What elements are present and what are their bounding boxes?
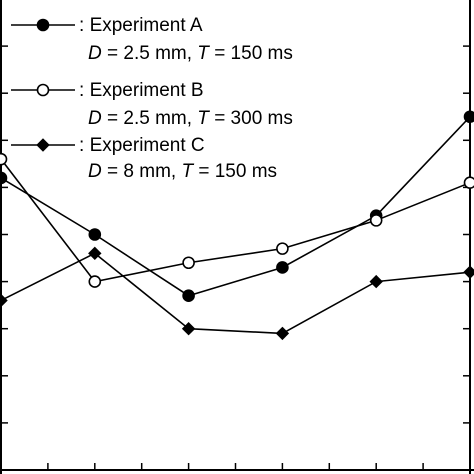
- legend-label-c: : Experiment C: [79, 135, 205, 156]
- legend-label-b: : Experiment B: [79, 80, 204, 101]
- data-point-a: [88, 228, 102, 241]
- series-line-c: [0, 252, 471, 335]
- data-point-a: [276, 261, 289, 274]
- data-point-c: [463, 265, 474, 279]
- series-line-a: [0, 116, 471, 297]
- data-point-b: [463, 176, 474, 189]
- data-point-a: [0, 171, 8, 185]
- legend-marker-filled-diamond: [36, 138, 50, 152]
- legend-condition-b: D = 2.5 mm, T = 300 ms: [88, 108, 293, 129]
- data-point-c: [369, 274, 383, 289]
- legend: : Experiment A D = 2.5 mm, T = 150 ms : …: [11, 15, 293, 182]
- legend-marker-filled-circle: [36, 18, 50, 32]
- data-point-c: [275, 326, 290, 341]
- legend-marker-open-circle: [36, 83, 50, 97]
- data-point-c: [0, 293, 8, 308]
- data-point-b: [182, 256, 195, 270]
- data-point-b: [0, 152, 8, 166]
- legend-entry-experiment-a: : Experiment A D = 2.5 mm, T = 150 ms: [11, 15, 293, 64]
- legend-entry-experiment-b: : Experiment B D = 2.5 mm, T = 300 ms: [11, 80, 293, 129]
- data-point-b: [88, 275, 102, 288]
- data-point-b: [276, 242, 289, 255]
- data-point-b: [369, 214, 383, 227]
- data-point-a: [463, 110, 474, 124]
- data-point-c: [88, 246, 102, 261]
- data-point-c: [181, 321, 196, 336]
- legend-entry-experiment-c: : Experiment C D = 8 mm, T = 150 ms: [11, 135, 277, 182]
- data-point-a: [182, 289, 195, 303]
- plot-area: [0, 110, 474, 341]
- legend-label-a: : Experiment A: [79, 15, 203, 36]
- legend-condition-c: D = 8 mm, T = 150 ms: [88, 161, 277, 182]
- legend-condition-a: D = 2.5 mm, T = 150 ms: [88, 43, 293, 64]
